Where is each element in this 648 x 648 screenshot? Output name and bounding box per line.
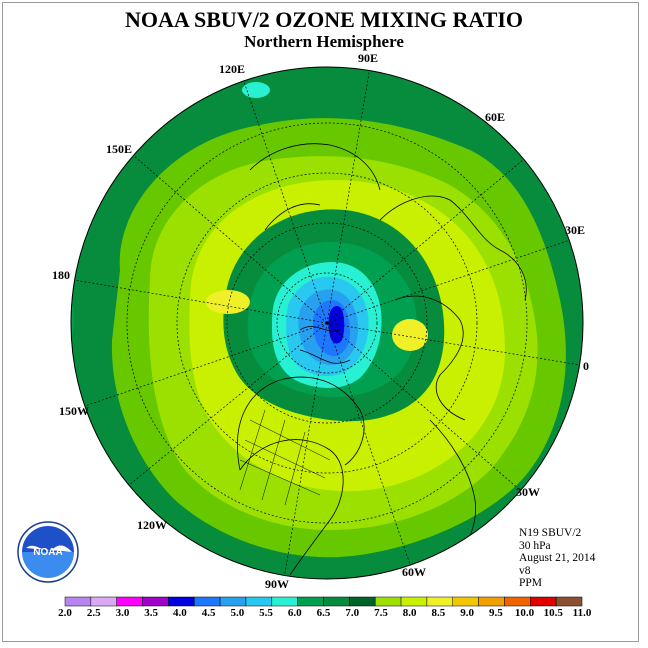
colorbar-tick-label: 5.0 <box>230 607 245 619</box>
ozone-patch-8.5-europe <box>392 319 428 351</box>
figure-frame <box>2 2 639 642</box>
longitude-label-180: 180 <box>52 268 70 282</box>
colorbar-tick-label: 10.0 <box>514 607 535 619</box>
coastlines <box>237 143 527 576</box>
longitude-label-30e: 30E <box>565 223 586 237</box>
colorbar-tick-label: 10.5 <box>543 607 563 619</box>
noaa-logo: NOAA <box>17 521 79 583</box>
longitude-label-60e: 60E <box>485 110 506 124</box>
units-label: PPM <box>519 577 543 590</box>
longitude-label-0: 0 <box>583 359 589 373</box>
colorbar-tick-label: 9.5 <box>488 607 503 619</box>
ozone-patch-5.5-edge <box>242 82 270 98</box>
longitude-label-120e: 120E <box>219 62 246 76</box>
ozone-patch-8.5-pacific <box>206 290 250 314</box>
colorbar-tick-label: 8.5 <box>431 607 446 619</box>
noaa-logo-text: NOAA <box>33 547 62 558</box>
longitude-label-90e: 90E <box>358 51 379 65</box>
satellite-label: N19 SBUV/2 <box>519 527 582 539</box>
colorbar-tick-label: 7.5 <box>374 607 388 619</box>
colorbar-tick-label: 7.0 <box>345 607 360 619</box>
pressure-level-label: 30 hPa <box>519 539 551 552</box>
colorbar-tick-label: 6.0 <box>287 607 302 619</box>
colorbar-tick-label: 3.0 <box>115 607 130 619</box>
figure-title: NOAA SBUV/2 OZONE MIXING RATIO <box>124 7 524 32</box>
colorbar-tick-label: 2.5 <box>86 607 101 619</box>
map-boundary <box>70 66 584 580</box>
colorbar-tick-label: 4.0 <box>173 607 187 619</box>
us-state-boundaries <box>239 409 331 506</box>
colorbar-tick-label: 5.5 <box>259 607 273 619</box>
longitude-label-60w: 60W <box>402 565 426 579</box>
longitude-label-30w: 30W <box>516 485 540 499</box>
colorbar-tick-label: 6.5 <box>316 607 331 619</box>
colorbar-tick-label: 8.0 <box>402 607 417 619</box>
colorbar-tick-label: 4.5 <box>201 607 216 619</box>
longitude-label-120w: 120W <box>137 518 167 532</box>
longitude-label-150e: 150E <box>106 142 133 156</box>
colorbar-tick-label: 11.0 <box>572 607 592 619</box>
date-label: August 21, 2014 <box>519 552 596 565</box>
longitude-label-90w: 90W <box>265 577 289 591</box>
colorbar-tick-label: 3.5 <box>144 607 159 619</box>
longitude-label-150w: 150W <box>59 404 89 418</box>
figure-subtitle: Northern Hemisphere <box>244 32 404 51</box>
data-info-block: N19 SBUV/2 30 hPa August 21, 2014 v8 PPM <box>519 527 595 590</box>
version-label: v8 <box>519 564 531 577</box>
colorbar-tick-label: 9.0 <box>460 607 474 619</box>
colorbar-tick-label: 2.0 <box>58 607 72 619</box>
ozone-patch-6.0-edge <box>71 298 74 342</box>
graticule <box>73 67 581 579</box>
ozone-field <box>71 67 583 579</box>
